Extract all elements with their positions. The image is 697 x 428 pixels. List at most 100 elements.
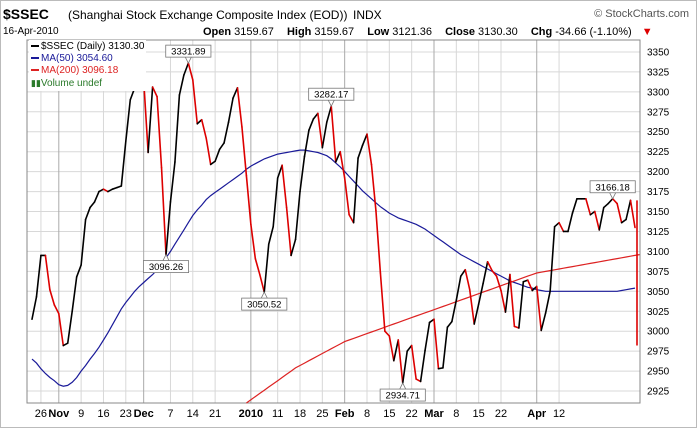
price-segment (263, 243, 270, 293)
price-segment (156, 95, 163, 169)
price-segment (526, 279, 534, 292)
high-label: High (286, 26, 312, 38)
annotation-label: 3331.89 (171, 47, 205, 58)
annotation-label: 3050.52 (247, 300, 281, 311)
price-segment (98, 188, 105, 193)
price-segment (325, 105, 333, 123)
price-segment (558, 221, 565, 233)
y-tick-label: 3350 (647, 47, 670, 58)
quote-summary: Open 3159.67 High 3159.67 Low 3121.36 Close… (203, 26, 653, 38)
legend-volume: ▮▮Volume undef (31, 77, 144, 90)
price-segment (281, 164, 288, 209)
price-segment (227, 97, 234, 123)
price-segment (540, 312, 547, 332)
price-segment (84, 206, 91, 221)
price-segment (410, 344, 417, 380)
annotation-box (379, 388, 426, 402)
legend-ma50: MA(50) 3054.60 (31, 53, 144, 65)
close-label: Close (445, 26, 476, 38)
annotation-pointer (184, 56, 192, 65)
x-tick-label: Dec (134, 408, 154, 420)
price-segment (147, 86, 154, 154)
price-segment (343, 177, 350, 216)
price-segment (232, 87, 239, 100)
price-segment (553, 221, 560, 228)
price-segment (397, 339, 404, 384)
price-segment (504, 273, 511, 313)
annotation-label: 2934.71 (386, 391, 420, 402)
price-segment (312, 112, 319, 120)
price-segment (384, 330, 391, 337)
price-segment (392, 339, 400, 362)
x-tick-label: Mar (424, 408, 444, 420)
price-segment (71, 276, 78, 313)
legend-ma200-swatch (31, 69, 39, 72)
price-segment (473, 303, 480, 325)
legend-price-swatch (31, 45, 39, 48)
price-segment (290, 238, 297, 257)
y-tick-label: 3150 (647, 207, 670, 218)
price-segment (317, 112, 324, 149)
x-tick-label: 25 (316, 408, 328, 420)
price-segment (151, 86, 158, 98)
price-segment (334, 150, 342, 163)
annotation-pointer (327, 100, 335, 108)
price-segment (245, 174, 252, 226)
y-tick-label: 3325 (647, 67, 670, 78)
price-segment (629, 199, 636, 229)
close-value: 3130.30 (478, 26, 518, 38)
annotation-label: 3282.17 (314, 90, 348, 101)
price-segment (401, 350, 409, 384)
legend-price: $SSEC (Daily) 3130.30 (31, 41, 144, 53)
price-segment (160, 166, 167, 256)
y-tick-label: 3225 (647, 147, 670, 158)
x-tick-label: 23 (120, 408, 132, 420)
price-segment (53, 304, 60, 315)
price-segment (44, 254, 51, 291)
symbol-title: $SSEC (3, 6, 49, 22)
annotation-box (142, 260, 189, 274)
price-segment (500, 289, 507, 313)
price-segment (482, 260, 489, 285)
price-segment (142, 79, 149, 154)
price-segment (366, 133, 373, 166)
price-segment (330, 105, 337, 163)
price-segment (607, 197, 614, 205)
price-segment (200, 118, 207, 139)
legend-ma50-label: MA(50) 3054.60 (41, 53, 113, 64)
open-label: Open (203, 26, 232, 38)
price-segment (321, 121, 328, 149)
price-segment (352, 157, 359, 224)
price-segment (169, 161, 176, 203)
x-tick-label: 16 (97, 408, 109, 420)
x-tick-label: Apr (527, 408, 547, 420)
price-segment (442, 326, 449, 369)
x-tick-label: 18 (294, 408, 306, 420)
price-segment (477, 282, 484, 305)
price-segment (406, 344, 413, 352)
price-segment (549, 225, 556, 293)
price-segment (544, 290, 551, 314)
legend-ma50-swatch (31, 57, 39, 60)
price-segment (625, 199, 632, 221)
price-segment (567, 212, 574, 233)
exchange-label: INDX (353, 8, 382, 22)
y-tick-label: 3300 (647, 87, 670, 98)
open-value: 3159.67 (234, 26, 274, 38)
brand-watermark: © StockCharts.com (594, 8, 689, 20)
x-tick-label: 22 (495, 408, 507, 420)
annotation-box (165, 44, 212, 58)
price-segment (93, 190, 100, 203)
chart-header: $SSEC (Shanghai Stock Exchange Composite… (0, 0, 697, 40)
legend-price-label: $SSEC (Daily) 3130.30 (41, 41, 145, 52)
price-segment (518, 280, 525, 329)
chg-value: -34.66 (-1.10%) (555, 26, 632, 38)
price-segment (370, 163, 377, 212)
annotation-pointer (260, 291, 268, 299)
price-segment (75, 264, 82, 278)
price-segment (102, 188, 109, 193)
price-segment (585, 197, 592, 216)
price-segment (495, 275, 502, 292)
price-segment (491, 269, 498, 277)
price-segment (468, 288, 476, 325)
